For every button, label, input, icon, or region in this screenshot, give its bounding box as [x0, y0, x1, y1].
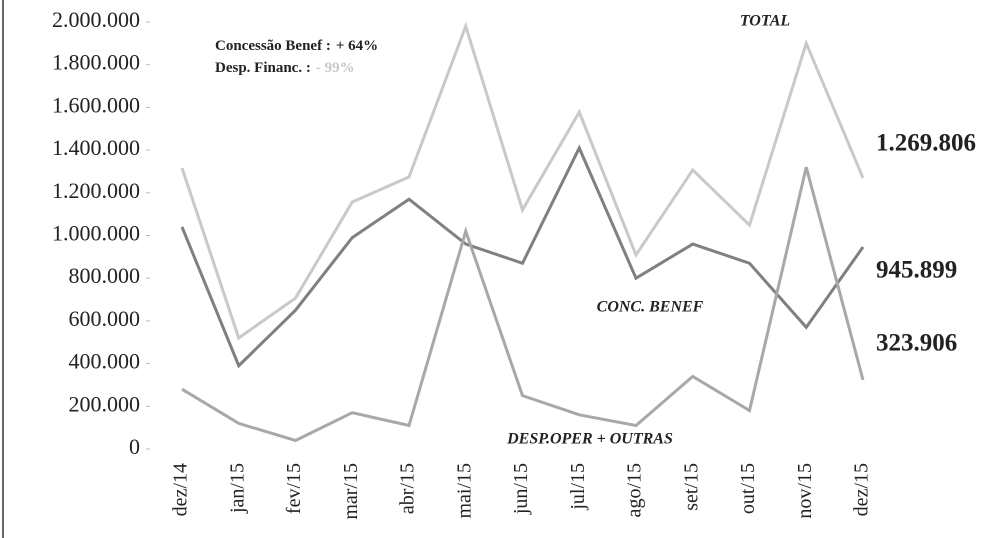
y-tick-label: 1.800.000 — [52, 50, 140, 75]
series-line — [181, 166, 865, 443]
annotation: Concessão Benef : + 64% — [215, 38, 378, 54]
x-tick-label: fev/15 — [283, 463, 305, 514]
y-tick-label: 800.000 — [69, 263, 141, 288]
series-label: DESP.OPER + OUTRAS — [506, 431, 673, 448]
x-tick-label: set/15 — [680, 463, 702, 511]
x-tick-label: dez/15 — [851, 463, 873, 516]
y-tick-label: 1.400.000 — [52, 135, 140, 160]
x-tick-label: abr/15 — [397, 463, 419, 514]
x-tick-label: jul/15 — [567, 463, 589, 511]
x-tick-label: jun/15 — [510, 463, 532, 515]
x-tick-label: mai/15 — [453, 463, 475, 519]
annotation-value: + 64% — [336, 38, 378, 54]
annotation: Desp. Financ. : - 99% — [215, 60, 355, 76]
x-tick-label: jan/15 — [226, 463, 248, 514]
y-tick-label: 400.000 — [69, 349, 141, 374]
end-value-label: 945.899 — [876, 257, 957, 284]
annotation-label: Desp. Financ. : — [215, 60, 311, 76]
annotation-value: - 99% — [316, 60, 355, 76]
y-tick-label: 2.000.000 — [52, 7, 140, 32]
y-tick-label: 1.600.000 — [52, 92, 140, 117]
x-tick-label: ago/15 — [624, 463, 646, 517]
x-tick-label: nov/15 — [794, 463, 816, 519]
x-tick-label: out/15 — [737, 463, 759, 514]
y-tick-label: 1.200.000 — [52, 178, 140, 203]
end-value-label: 1.269.806 — [876, 130, 976, 157]
series-line — [180, 144, 865, 369]
y-tick-label: 200.000 — [69, 391, 141, 416]
x-tick-label: dez/14 — [170, 463, 192, 516]
series-label: CONC. BENEF — [597, 299, 704, 316]
series-line — [180, 21, 865, 341]
series-label: TOTAL — [740, 13, 791, 30]
y-tick-label: 1.000.000 — [52, 221, 140, 246]
y-tick-label: 0 — [129, 434, 140, 459]
end-value-label: 323.906 — [876, 330, 957, 357]
y-tick-label: 600.000 — [69, 306, 141, 331]
x-tick-label: mar/15 — [340, 463, 362, 520]
annotation-label: Concessão Benef : — [215, 38, 331, 54]
